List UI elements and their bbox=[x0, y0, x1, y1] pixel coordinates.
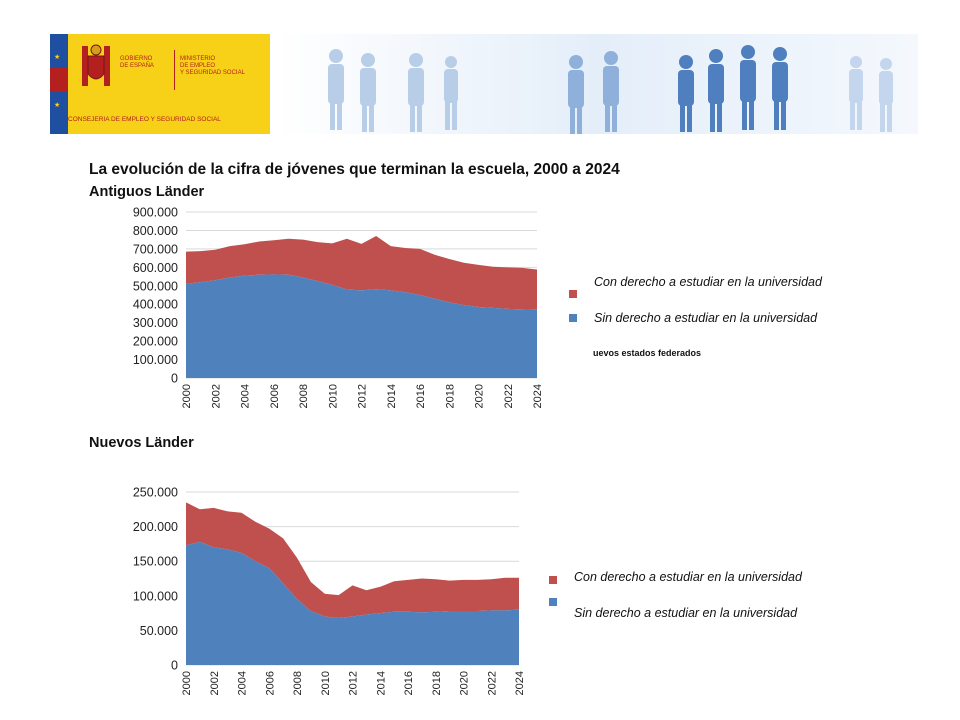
legend-label-sin-2: Sin derecho a estudiar en la universidad bbox=[574, 606, 798, 620]
legend-swatch-con-2 bbox=[549, 576, 557, 584]
x-tick-label: 2020 bbox=[474, 384, 486, 408]
svg-text:★: ★ bbox=[54, 101, 60, 109]
gov-line-1: GOBIERNO bbox=[120, 56, 153, 62]
x-tick-label: 2012 bbox=[357, 384, 369, 408]
logo-divider bbox=[174, 50, 175, 90]
x-tick-label: 2018 bbox=[444, 384, 456, 408]
x-tick-label: 2016 bbox=[415, 384, 427, 408]
ministry-line-1: MINISTERIO bbox=[180, 56, 216, 62]
government-logo-panel: ★ ★ GOBIERNO DE ESPAÑA MINISTERIO DE EMP… bbox=[50, 34, 270, 134]
note-text: uevos estados federados bbox=[593, 348, 702, 358]
legend-label-con-2: Con derecho a estudiar en la universidad bbox=[574, 570, 802, 584]
x-tick-label: 2008 bbox=[298, 384, 310, 408]
x-tick-label: 2004 bbox=[240, 384, 252, 408]
y-tick-label: 600.000 bbox=[133, 261, 178, 275]
svg-text:★: ★ bbox=[54, 53, 60, 61]
x-tick-label: 2014 bbox=[386, 384, 398, 408]
chart-1-title: Antiguos Länder bbox=[89, 184, 205, 200]
area-con-derecho-1 bbox=[186, 235, 537, 310]
y-tick-label: 700.000 bbox=[133, 242, 178, 256]
y-tick-label: 500.000 bbox=[133, 279, 178, 293]
x-tick-label: 2002 bbox=[210, 384, 222, 408]
y-tick-label: 0 bbox=[171, 372, 178, 386]
chart-2-title: Nuevos Länder bbox=[89, 435, 194, 451]
x-tick-label: 2024 bbox=[532, 384, 544, 408]
x-tick-label: 2010 bbox=[327, 384, 339, 408]
legend-label-con-1: Con derecho a estudiar en la universidad bbox=[594, 275, 822, 289]
y-tick-label: 900.000 bbox=[133, 206, 178, 220]
page-title: La evolución de la cifra de jóvenes que … bbox=[89, 161, 620, 178]
area-sin-derecho-1 bbox=[186, 274, 537, 378]
legend-label-sin-1: Sin derecho a estudiar en la universidad bbox=[594, 311, 818, 325]
y-tick-label: 400.000 bbox=[133, 298, 178, 312]
ministry-line-2: DE EMPLEO bbox=[180, 63, 216, 69]
gov-line-2: DE ESPAÑA bbox=[120, 63, 154, 69]
legend-swatch-sin-2 bbox=[549, 598, 557, 606]
y-tick-label: 100.000 bbox=[133, 353, 178, 367]
legend-swatch-sin-1 bbox=[569, 314, 577, 322]
y-tick-label: 200.000 bbox=[133, 335, 178, 349]
ministry-line-3: Y SEGURIDAD SOCIAL bbox=[180, 70, 245, 76]
x-tick-label: 2022 bbox=[503, 384, 515, 408]
header-banner: ★ ★ GOBIERNO DE ESPAÑA MINISTERIO DE EMP… bbox=[50, 34, 918, 134]
y-tick-label: 800.000 bbox=[133, 224, 178, 238]
legend-swatch-con-1 bbox=[569, 290, 577, 298]
eu-flag-strip-icon: ★ ★ bbox=[50, 34, 68, 134]
coat-of-arms-icon bbox=[82, 44, 110, 86]
x-tick-label: 2006 bbox=[269, 384, 281, 408]
people-silhouettes-image bbox=[276, 34, 918, 134]
x-tick-label: 2000 bbox=[181, 384, 193, 408]
y-tick-label: 300.000 bbox=[133, 316, 178, 330]
consejeria-label: CONSEJERIA DE EMPLEO Y SEGURIDAD SOCIAL bbox=[68, 116, 221, 123]
